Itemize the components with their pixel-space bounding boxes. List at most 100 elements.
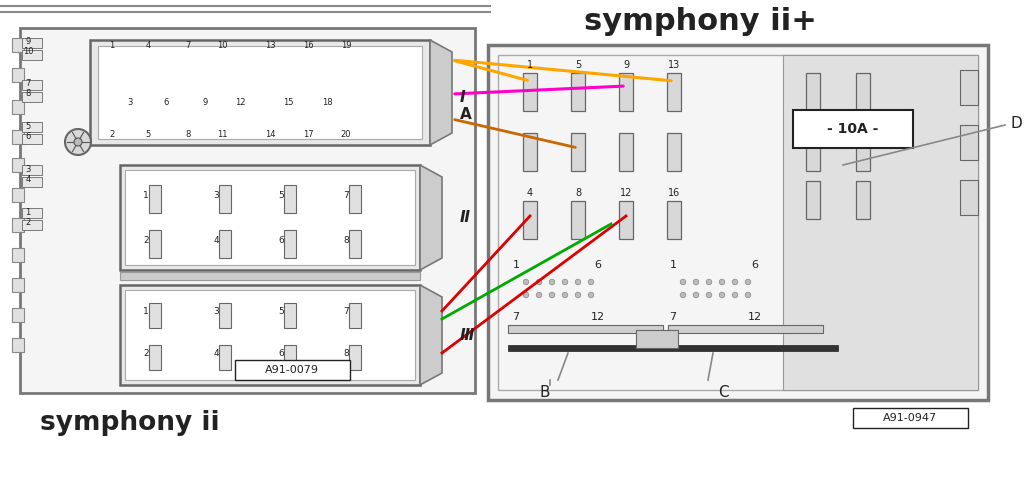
Circle shape — [588, 292, 594, 298]
Circle shape — [523, 292, 528, 298]
Bar — [150, 303, 161, 328]
Bar — [181, 54, 195, 62]
Text: 1: 1 — [143, 191, 148, 199]
Text: 8: 8 — [343, 236, 349, 245]
Bar — [150, 345, 161, 370]
Text: 7: 7 — [343, 307, 349, 316]
Bar — [22, 92, 42, 102]
Bar — [219, 185, 231, 213]
Bar — [20, 28, 475, 393]
Bar — [508, 325, 663, 333]
Text: 5: 5 — [26, 122, 31, 130]
Text: 7: 7 — [185, 41, 190, 50]
Bar — [90, 40, 430, 145]
Text: 4: 4 — [213, 348, 219, 358]
Text: 4: 4 — [145, 41, 151, 50]
Text: 10: 10 — [23, 48, 33, 56]
Bar — [12, 68, 24, 82]
Bar — [806, 73, 820, 111]
Circle shape — [745, 279, 751, 285]
Polygon shape — [430, 40, 452, 145]
Text: 16: 16 — [668, 188, 680, 198]
Bar — [523, 133, 537, 171]
Text: 5: 5 — [279, 307, 284, 316]
Bar — [181, 120, 195, 128]
Bar — [349, 345, 361, 370]
Text: 3: 3 — [213, 191, 219, 199]
Bar — [198, 88, 212, 96]
Bar — [120, 272, 420, 280]
Polygon shape — [420, 285, 442, 385]
Text: 13: 13 — [668, 60, 680, 70]
Circle shape — [523, 279, 528, 285]
Bar — [667, 133, 681, 171]
Text: 1: 1 — [512, 260, 519, 270]
Bar — [12, 100, 24, 114]
Bar — [125, 170, 415, 265]
Text: 15: 15 — [283, 98, 293, 107]
Bar — [667, 73, 681, 111]
Text: 20: 20 — [341, 130, 351, 139]
Bar — [339, 54, 353, 62]
Text: 3: 3 — [127, 98, 133, 107]
Circle shape — [745, 292, 751, 298]
Bar — [301, 54, 315, 62]
Bar — [22, 208, 42, 218]
Text: 3: 3 — [213, 307, 219, 316]
Text: B: B — [540, 385, 550, 400]
Bar — [22, 50, 42, 60]
Text: symphony ii+: symphony ii+ — [584, 7, 816, 36]
Text: 1: 1 — [26, 207, 31, 217]
Bar — [22, 122, 42, 132]
Bar — [571, 73, 585, 111]
Circle shape — [575, 279, 581, 285]
Bar — [12, 158, 24, 172]
Text: 12: 12 — [748, 312, 762, 322]
Bar — [22, 80, 42, 90]
Text: 9: 9 — [203, 98, 208, 107]
Text: 6: 6 — [595, 260, 601, 270]
Text: A91-0079: A91-0079 — [265, 365, 319, 375]
Bar — [123, 88, 137, 96]
Text: 4: 4 — [26, 174, 31, 183]
Bar — [215, 120, 229, 128]
Bar — [105, 54, 119, 62]
Text: 8: 8 — [343, 348, 349, 358]
Bar — [284, 185, 296, 213]
Text: 6: 6 — [26, 131, 31, 141]
Text: 17: 17 — [303, 130, 313, 139]
Bar — [284, 230, 296, 258]
Bar — [120, 165, 420, 270]
Bar — [219, 303, 231, 328]
Bar — [12, 308, 24, 322]
Bar — [22, 165, 42, 175]
Bar — [856, 133, 870, 171]
Bar — [150, 185, 161, 213]
Polygon shape — [420, 165, 442, 270]
Text: 7: 7 — [670, 312, 677, 322]
Bar — [22, 220, 42, 230]
Bar — [219, 345, 231, 370]
Bar — [150, 230, 161, 258]
Text: 2: 2 — [143, 348, 148, 358]
Text: 12: 12 — [620, 188, 632, 198]
Bar — [12, 278, 24, 292]
Text: 19: 19 — [341, 41, 351, 50]
Bar — [234, 360, 350, 380]
Bar — [349, 230, 361, 258]
Text: 7: 7 — [343, 191, 349, 199]
Text: 1: 1 — [527, 60, 534, 70]
Bar — [618, 201, 633, 239]
Bar — [105, 120, 119, 128]
Text: symphony ii: symphony ii — [40, 410, 220, 436]
Bar — [488, 45, 988, 400]
Circle shape — [562, 292, 567, 298]
Circle shape — [707, 279, 712, 285]
Circle shape — [549, 292, 555, 298]
Bar — [853, 408, 968, 428]
Text: 4: 4 — [213, 236, 219, 245]
Text: 2: 2 — [26, 218, 31, 226]
Bar — [12, 130, 24, 144]
Bar — [12, 218, 24, 232]
Text: 3: 3 — [26, 165, 31, 173]
